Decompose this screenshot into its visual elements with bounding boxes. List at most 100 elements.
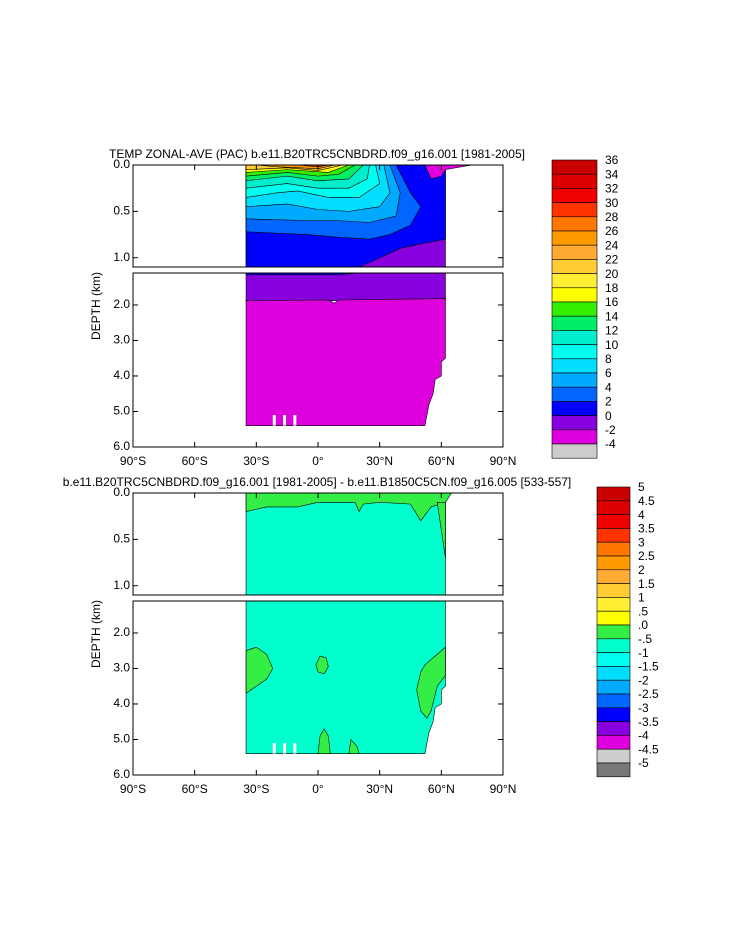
colorbar-label: 5 <box>638 480 645 494</box>
colorbar-box <box>551 429 598 445</box>
colorbar-box <box>596 569 631 584</box>
colorbar-label: 32 <box>605 182 619 196</box>
colorbar-box <box>551 344 598 360</box>
colorbar-box <box>551 173 598 189</box>
y-tick-label: 1.0 <box>113 578 130 592</box>
colorbar-label: 30 <box>605 196 619 210</box>
colorbar-box <box>596 707 631 722</box>
colorbar-box <box>596 748 631 764</box>
contour-fill <box>416 646 446 719</box>
colorbar-box <box>551 202 598 218</box>
colorbar-box <box>551 301 598 317</box>
x-tick-label: 30°S <box>243 782 269 796</box>
y-tick-label: 6.0 <box>113 439 130 453</box>
y-tick-label: 1.0 <box>113 250 130 264</box>
colorbar-label: 2 <box>638 563 645 577</box>
colorbar-label: 36 <box>605 153 619 167</box>
colorbar-box <box>596 583 631 598</box>
y-tick-label: 2.0 <box>113 297 130 311</box>
colorbar-label: 2 <box>605 395 612 409</box>
x-tick-label: 90°S <box>120 454 146 468</box>
y-axis-label: DEPTH (km) <box>89 272 103 340</box>
colorbar-box <box>596 486 631 502</box>
contour-fill <box>245 298 446 426</box>
colorbar-label: -4 <box>605 437 616 451</box>
colorbar-box <box>596 721 631 736</box>
colorbar-box <box>596 735 631 750</box>
colorbar-box <box>596 541 631 557</box>
x-tick-label: 60°S <box>182 782 208 796</box>
colorbar-box <box>551 443 598 459</box>
colorbar-label: 24 <box>605 238 619 252</box>
gap <box>272 415 276 426</box>
colorbar-label: 18 <box>605 281 619 295</box>
colorbar-box <box>551 401 598 416</box>
colorbar-label: -1 <box>638 646 649 660</box>
colorbar-label: 14 <box>605 309 619 323</box>
contour-fill <box>245 273 446 302</box>
y-tick-label: 0.5 <box>113 532 130 546</box>
colorbar-label: 1.5 <box>638 577 655 591</box>
chart-title: b.e11.B20TRC5CNBDRD.f09_g16.001 [1981-20… <box>63 475 572 489</box>
colorbar-label: -1.5 <box>638 660 659 674</box>
x-tick-label: 30°S <box>243 454 269 468</box>
x-tick-label: 90°N <box>490 454 517 468</box>
colorbar-box <box>551 230 598 246</box>
y-tick-label: 3.0 <box>113 661 130 675</box>
y-tick-label: 4.0 <box>113 368 130 382</box>
colorbar-label: -2 <box>605 423 616 437</box>
colorbar-box <box>551 216 598 232</box>
contour-fill <box>348 738 360 754</box>
colorbar-label: 4.5 <box>638 494 655 508</box>
colorbar-label: -2 <box>638 673 649 687</box>
colorbar-box <box>551 330 598 345</box>
colorbar-box <box>596 666 631 681</box>
colorbar-box <box>551 358 598 374</box>
colorbar-box <box>596 762 631 778</box>
colorbar-label: 1 <box>638 591 645 605</box>
colorbar-label: -3.5 <box>638 715 659 729</box>
colorbar-box <box>551 259 598 274</box>
x-tick-label: 90°N <box>490 782 517 796</box>
colorbar-box <box>596 597 631 612</box>
colorbar-label: 26 <box>605 224 619 238</box>
colorbar-box <box>596 652 631 667</box>
y-tick-label: 2.0 <box>113 625 130 639</box>
colorbar-box <box>551 159 598 175</box>
gap <box>293 743 297 754</box>
gap <box>272 743 276 754</box>
contour-fill <box>245 646 274 694</box>
colorbar-label: 34 <box>605 167 619 181</box>
y-tick-label: 3.0 <box>113 333 130 347</box>
x-tick-label: 60°N <box>428 782 455 796</box>
gap <box>293 415 297 426</box>
y-tick-label: 5.0 <box>113 732 130 746</box>
x-tick-label: 0° <box>312 782 324 796</box>
contour-fill <box>245 493 446 595</box>
x-tick-label: 60°N <box>428 454 455 468</box>
y-tick-label: 4.0 <box>113 696 130 710</box>
gap <box>283 415 287 426</box>
y-axis-label: DEPTH (km) <box>89 600 103 668</box>
colorbar-label: .5 <box>638 604 648 618</box>
contour-fill <box>245 601 446 754</box>
colorbar-label: -3 <box>638 701 649 715</box>
colorbar-label: 16 <box>605 295 619 309</box>
colorbar-box <box>551 415 598 431</box>
colorbar-box <box>551 315 598 331</box>
colorbar-label: -5 <box>638 756 649 770</box>
y-tick-label: 0.0 <box>113 485 130 499</box>
colorbar-label: 0 <box>605 409 612 423</box>
colorbar-label: 4 <box>605 380 612 394</box>
colorbar-box <box>596 555 631 571</box>
x-tick-label: 60°S <box>182 454 208 468</box>
colorbar-label: 2.5 <box>638 549 655 563</box>
colorbar-box <box>596 528 631 543</box>
colorbar-box <box>596 679 631 695</box>
colorbar-label: -4.5 <box>638 742 659 756</box>
colorbar-label: -2.5 <box>638 687 659 701</box>
colorbar-box <box>596 514 631 529</box>
colorbar-box <box>596 624 631 640</box>
colorbar-box <box>596 693 631 709</box>
